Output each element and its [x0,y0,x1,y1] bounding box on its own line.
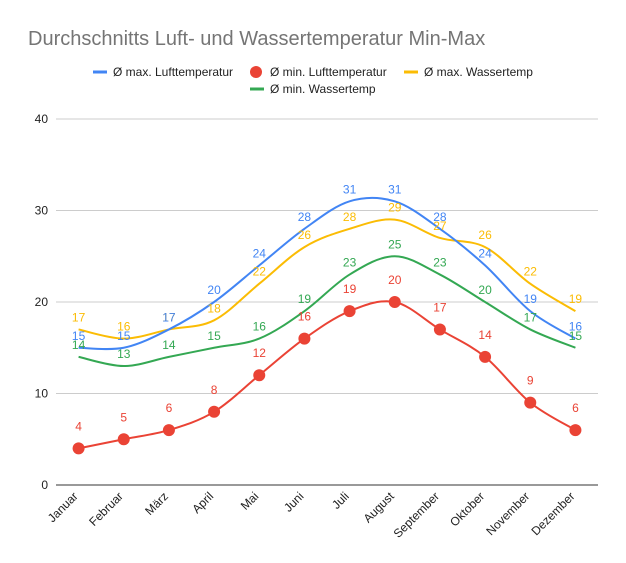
data-point-min-lufttemperatur [569,424,582,437]
data-label-max-lufttemperatur: 19 [524,292,538,306]
chart-legend: Ø max. Lufttemperatur Ø min. Lufttempera… [93,65,533,96]
data-label-max-wassertemp: 22 [253,265,267,279]
data-label-min-wassertemp: 15 [207,329,221,343]
x-tick-label: September [391,489,442,540]
y-tick-label: 40 [35,112,49,126]
x-tick-label: März [142,489,171,518]
legend-item-min-wassertemp[interactable]: Ø min. Wassertemp [250,82,376,96]
data-label-max-lufttemperatur: 31 [388,182,402,196]
data-point-min-lufttemperatur [433,323,446,336]
legend-swatch-min-lufttemperatur [250,66,262,78]
data-label-max-wassertemp: 29 [388,201,402,215]
data-label-min-wassertemp: 25 [388,237,402,251]
x-tick-label: Juli [329,489,352,512]
data-point-min-lufttemperatur [298,332,311,345]
x-tick-label: Januar [45,489,81,525]
data-label-max-lufttemperatur: 16 [569,320,583,334]
data-label-max-lufttemperatur: 24 [478,246,492,260]
data-label-min-lufttemperatur: 17 [433,300,447,314]
data-label-max-wassertemp: 27 [433,219,447,233]
data-label-max-wassertemp: 22 [524,265,538,279]
data-label-max-wassertemp: 19 [569,292,583,306]
data-label-min-lufttemperatur: 16 [298,310,312,324]
data-label-min-lufttemperatur: 19 [343,282,357,296]
data-label-min-lufttemperatur: 4 [75,419,82,433]
data-label-min-wassertemp: 23 [433,256,447,270]
data-point-min-lufttemperatur [117,433,130,446]
data-label-min-wassertemp: 14 [162,338,176,352]
data-point-min-lufttemperatur [162,424,175,437]
series-line-max-lufttemperatur [78,196,576,351]
x-tick-label: November [483,489,532,538]
data-label-min-lufttemperatur: 6 [166,401,173,415]
data-label-max-lufttemperatur: 20 [207,283,221,297]
x-tick-label: April [189,489,216,516]
x-tick-label: August [361,489,398,526]
data-label-max-wassertemp: 16 [117,320,131,334]
legend-label-max-lufttemperatur: Ø max. Lufttemperatur [113,65,233,79]
data-label-min-wassertemp: 15 [569,329,583,343]
x-tick-label: Juni [281,489,306,514]
data-label-min-wassertemp: 13 [117,347,131,361]
data-label-max-wassertemp: 17 [162,310,176,324]
data-label-min-lufttemperatur: 20 [388,273,402,287]
y-tick-label: 20 [35,295,49,309]
x-tick-label: Februar [86,489,126,529]
data-label-min-wassertemp: 14 [72,338,86,352]
series-line-min-lufttemperatur [78,300,576,450]
data-label-max-lufttemperatur: 17 [162,310,176,324]
data-label-max-wassertemp: 17 [72,310,86,324]
legend-label-min-lufttemperatur: Ø min. Lufttemperatur [270,65,387,79]
data-point-min-lufttemperatur [208,405,221,418]
data-point-min-lufttemperatur [72,442,85,455]
data-label-max-lufttemperatur: 15 [117,329,131,343]
data-point-min-lufttemperatur [343,305,356,318]
data-label-max-lufttemperatur: 24 [253,246,267,260]
series-line-min-wassertemp [78,255,576,368]
data-label-min-lufttemperatur: 12 [253,346,267,360]
y-tick-label: 0 [41,478,48,492]
x-tick-label: Dezember [528,489,577,538]
chart-title: Durchschnitts Luft- und Wassertemperatur… [28,28,485,50]
data-label-max-wassertemp: 28 [343,210,357,224]
data-label-min-lufttemperatur: 14 [478,328,492,342]
data-point-min-lufttemperatur [479,350,492,363]
data-point-min-lufttemperatur [388,296,401,308]
data-label-min-lufttemperatur: 9 [527,374,534,388]
data-label-min-lufttemperatur: 6 [572,401,579,415]
legend-item-max-wassertemp[interactable]: Ø max. Wassertemp [404,65,533,79]
plot-area: 0 10 20 30 40 Januar Februar März April Mai Juni Ju… [35,112,598,541]
legend-item-min-lufttemperatur[interactable]: Ø min. Lufttemperatur [250,65,387,79]
y-tick-label: 10 [35,387,49,401]
data-label-max-lufttemperatur: 28 [433,210,447,224]
x-tick-label: Oktober [447,489,487,529]
data-label-min-wassertemp: 20 [478,283,492,297]
data-label-min-wassertemp: 19 [298,292,312,306]
data-point-min-lufttemperatur [253,369,266,382]
x-tick-label: Mai [238,489,262,513]
data-label-max-wassertemp: 26 [478,228,492,242]
data-label-min-lufttemperatur: 5 [120,410,127,424]
data-label-max-wassertemp: 18 [207,301,221,315]
data-label-min-wassertemp: 17 [524,310,538,324]
data-label-max-lufttemperatur: 31 [343,182,357,196]
data-label-min-lufttemperatur: 8 [211,383,218,397]
legend-label-max-wassertemp: Ø max. Wassertemp [424,65,533,79]
legend-label-min-wassertemp: Ø min. Wassertemp [270,82,376,96]
data-label-min-wassertemp: 16 [253,320,267,334]
y-tick-label: 30 [35,204,49,218]
legend-item-max-lufttemperatur[interactable]: Ø max. Lufttemperatur [93,65,233,79]
data-label-max-wassertemp: 26 [298,228,312,242]
data-label-max-lufttemperatur: 15 [72,329,86,343]
data-label-max-lufttemperatur: 28 [298,210,312,224]
data-label-min-wassertemp: 23 [343,256,357,270]
data-point-min-lufttemperatur [524,396,537,409]
series-line-max-wassertemp [78,218,576,340]
